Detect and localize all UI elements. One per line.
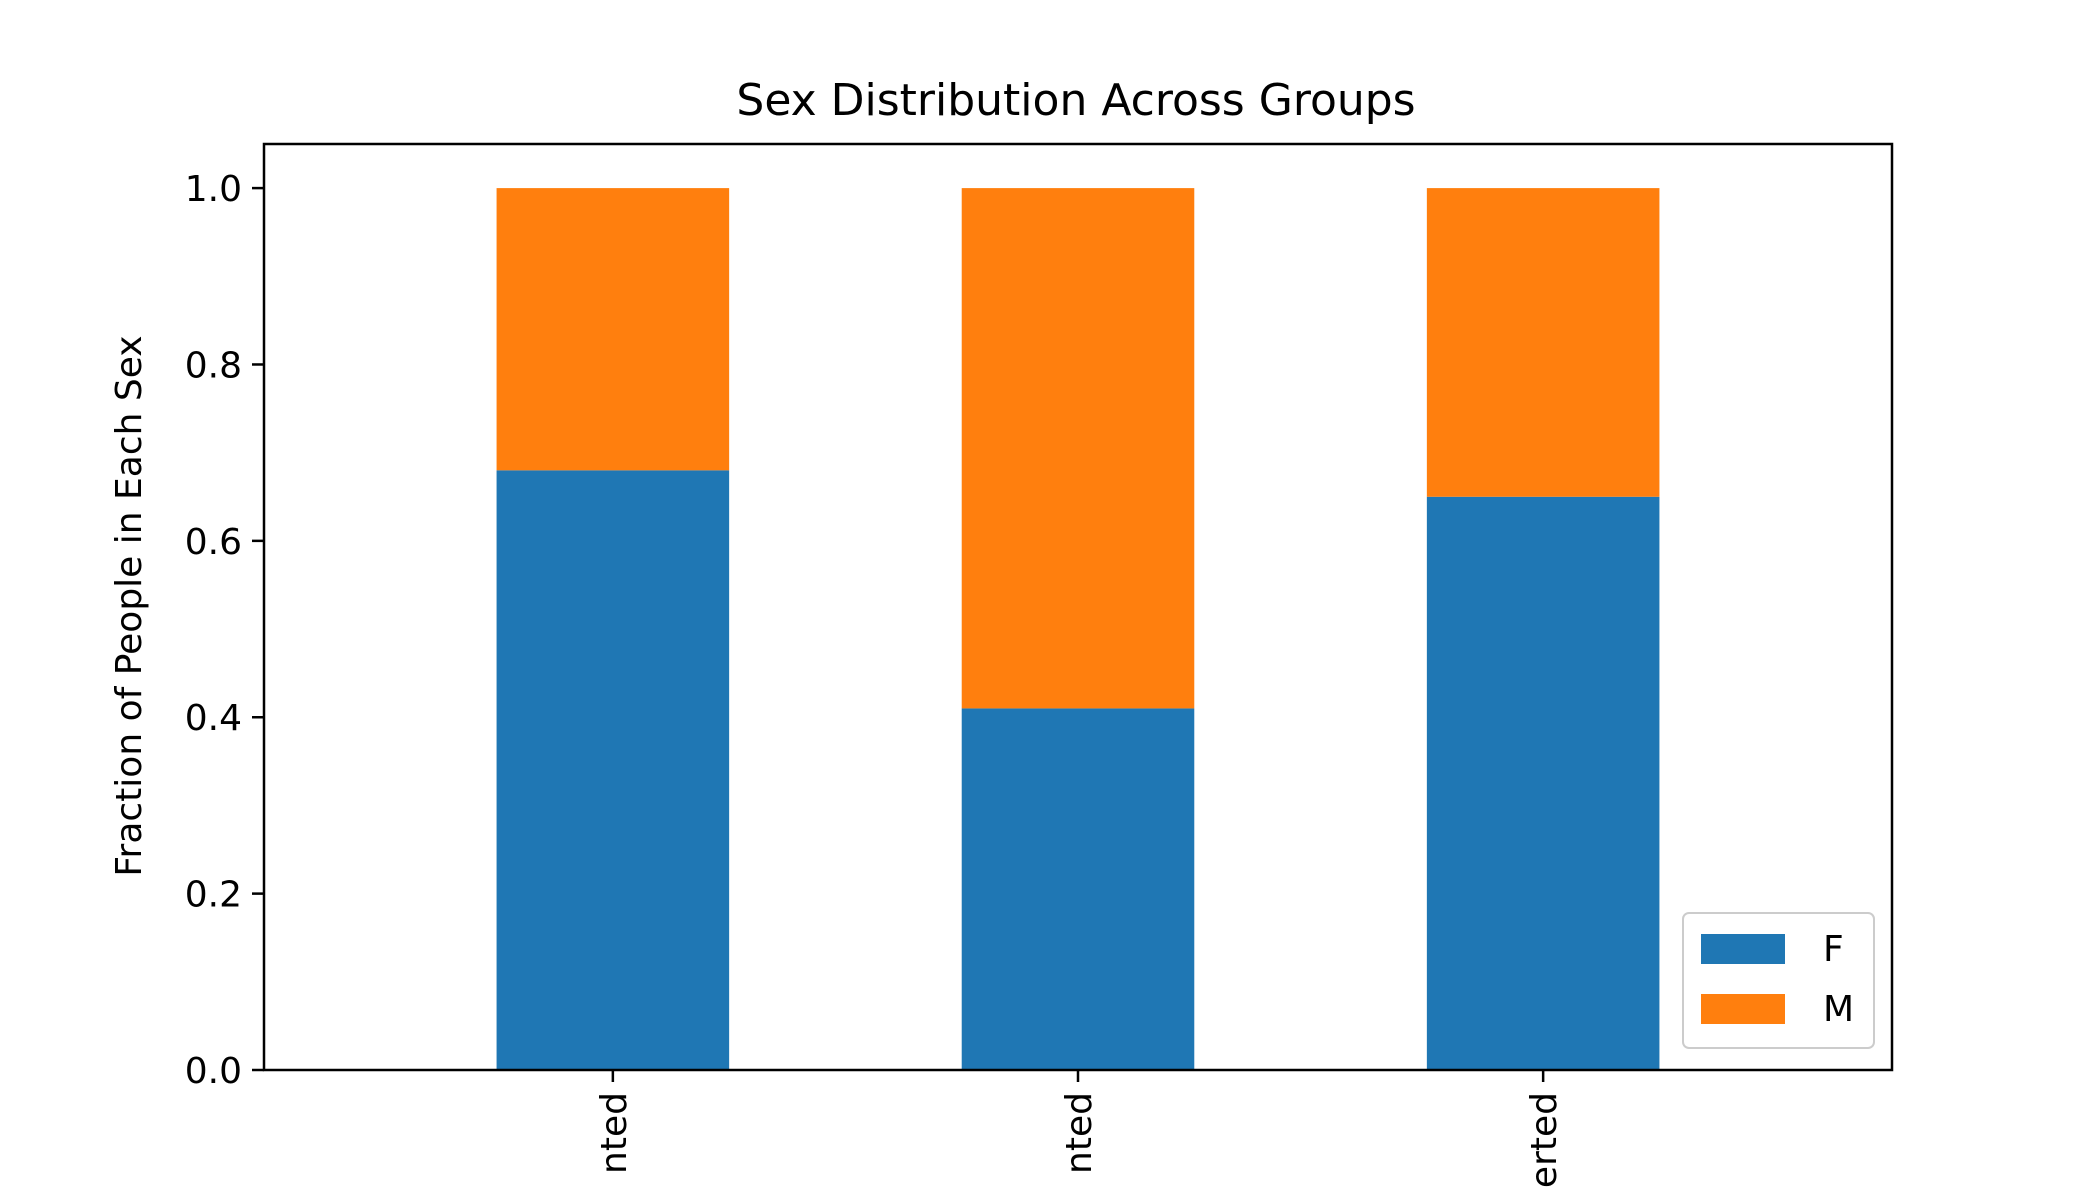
bar-m-1 — [961, 188, 1195, 709]
plot-frame — [262, 142, 1894, 1072]
y-axis-label: Fraction of People in Each Sex — [109, 335, 150, 876]
x-axis-ticks: nted nted erted — [594, 1070, 1565, 1188]
bar-f-1 — [961, 708, 1195, 1070]
y-tick-label: 0.8 — [185, 345, 242, 386]
x-tick-label: nted — [1059, 1092, 1100, 1174]
y-tick-label: 0.6 — [185, 522, 242, 563]
y-tick-label: 0.2 — [185, 875, 242, 916]
legend-label-m: M — [1823, 989, 1854, 1030]
bar-m-2 — [1426, 188, 1660, 497]
y-tick-label: 1.0 — [185, 169, 242, 210]
chart-title: Sex Distribution Across Groups — [736, 75, 1415, 126]
legend-label-f: F — [1823, 929, 1844, 970]
bars-layer — [496, 188, 1660, 1070]
x-tick-label: nted — [594, 1092, 635, 1174]
bar-f-2 — [1426, 496, 1660, 1070]
y-tick-label: 0.4 — [185, 698, 242, 739]
legend: FM — [1682, 912, 1875, 1049]
legend-swatch-f — [1701, 934, 1785, 964]
bar-m-0 — [496, 188, 730, 471]
legend-swatch-m — [1701, 994, 1785, 1024]
y-tick-label: 0.0 — [185, 1051, 242, 1092]
x-tick-label: erted — [1524, 1092, 1565, 1188]
y-axis-ticks: 0.0 0.2 0.4 0.6 0.8 1.0 — [185, 169, 264, 1092]
bar-f-0 — [496, 470, 730, 1070]
